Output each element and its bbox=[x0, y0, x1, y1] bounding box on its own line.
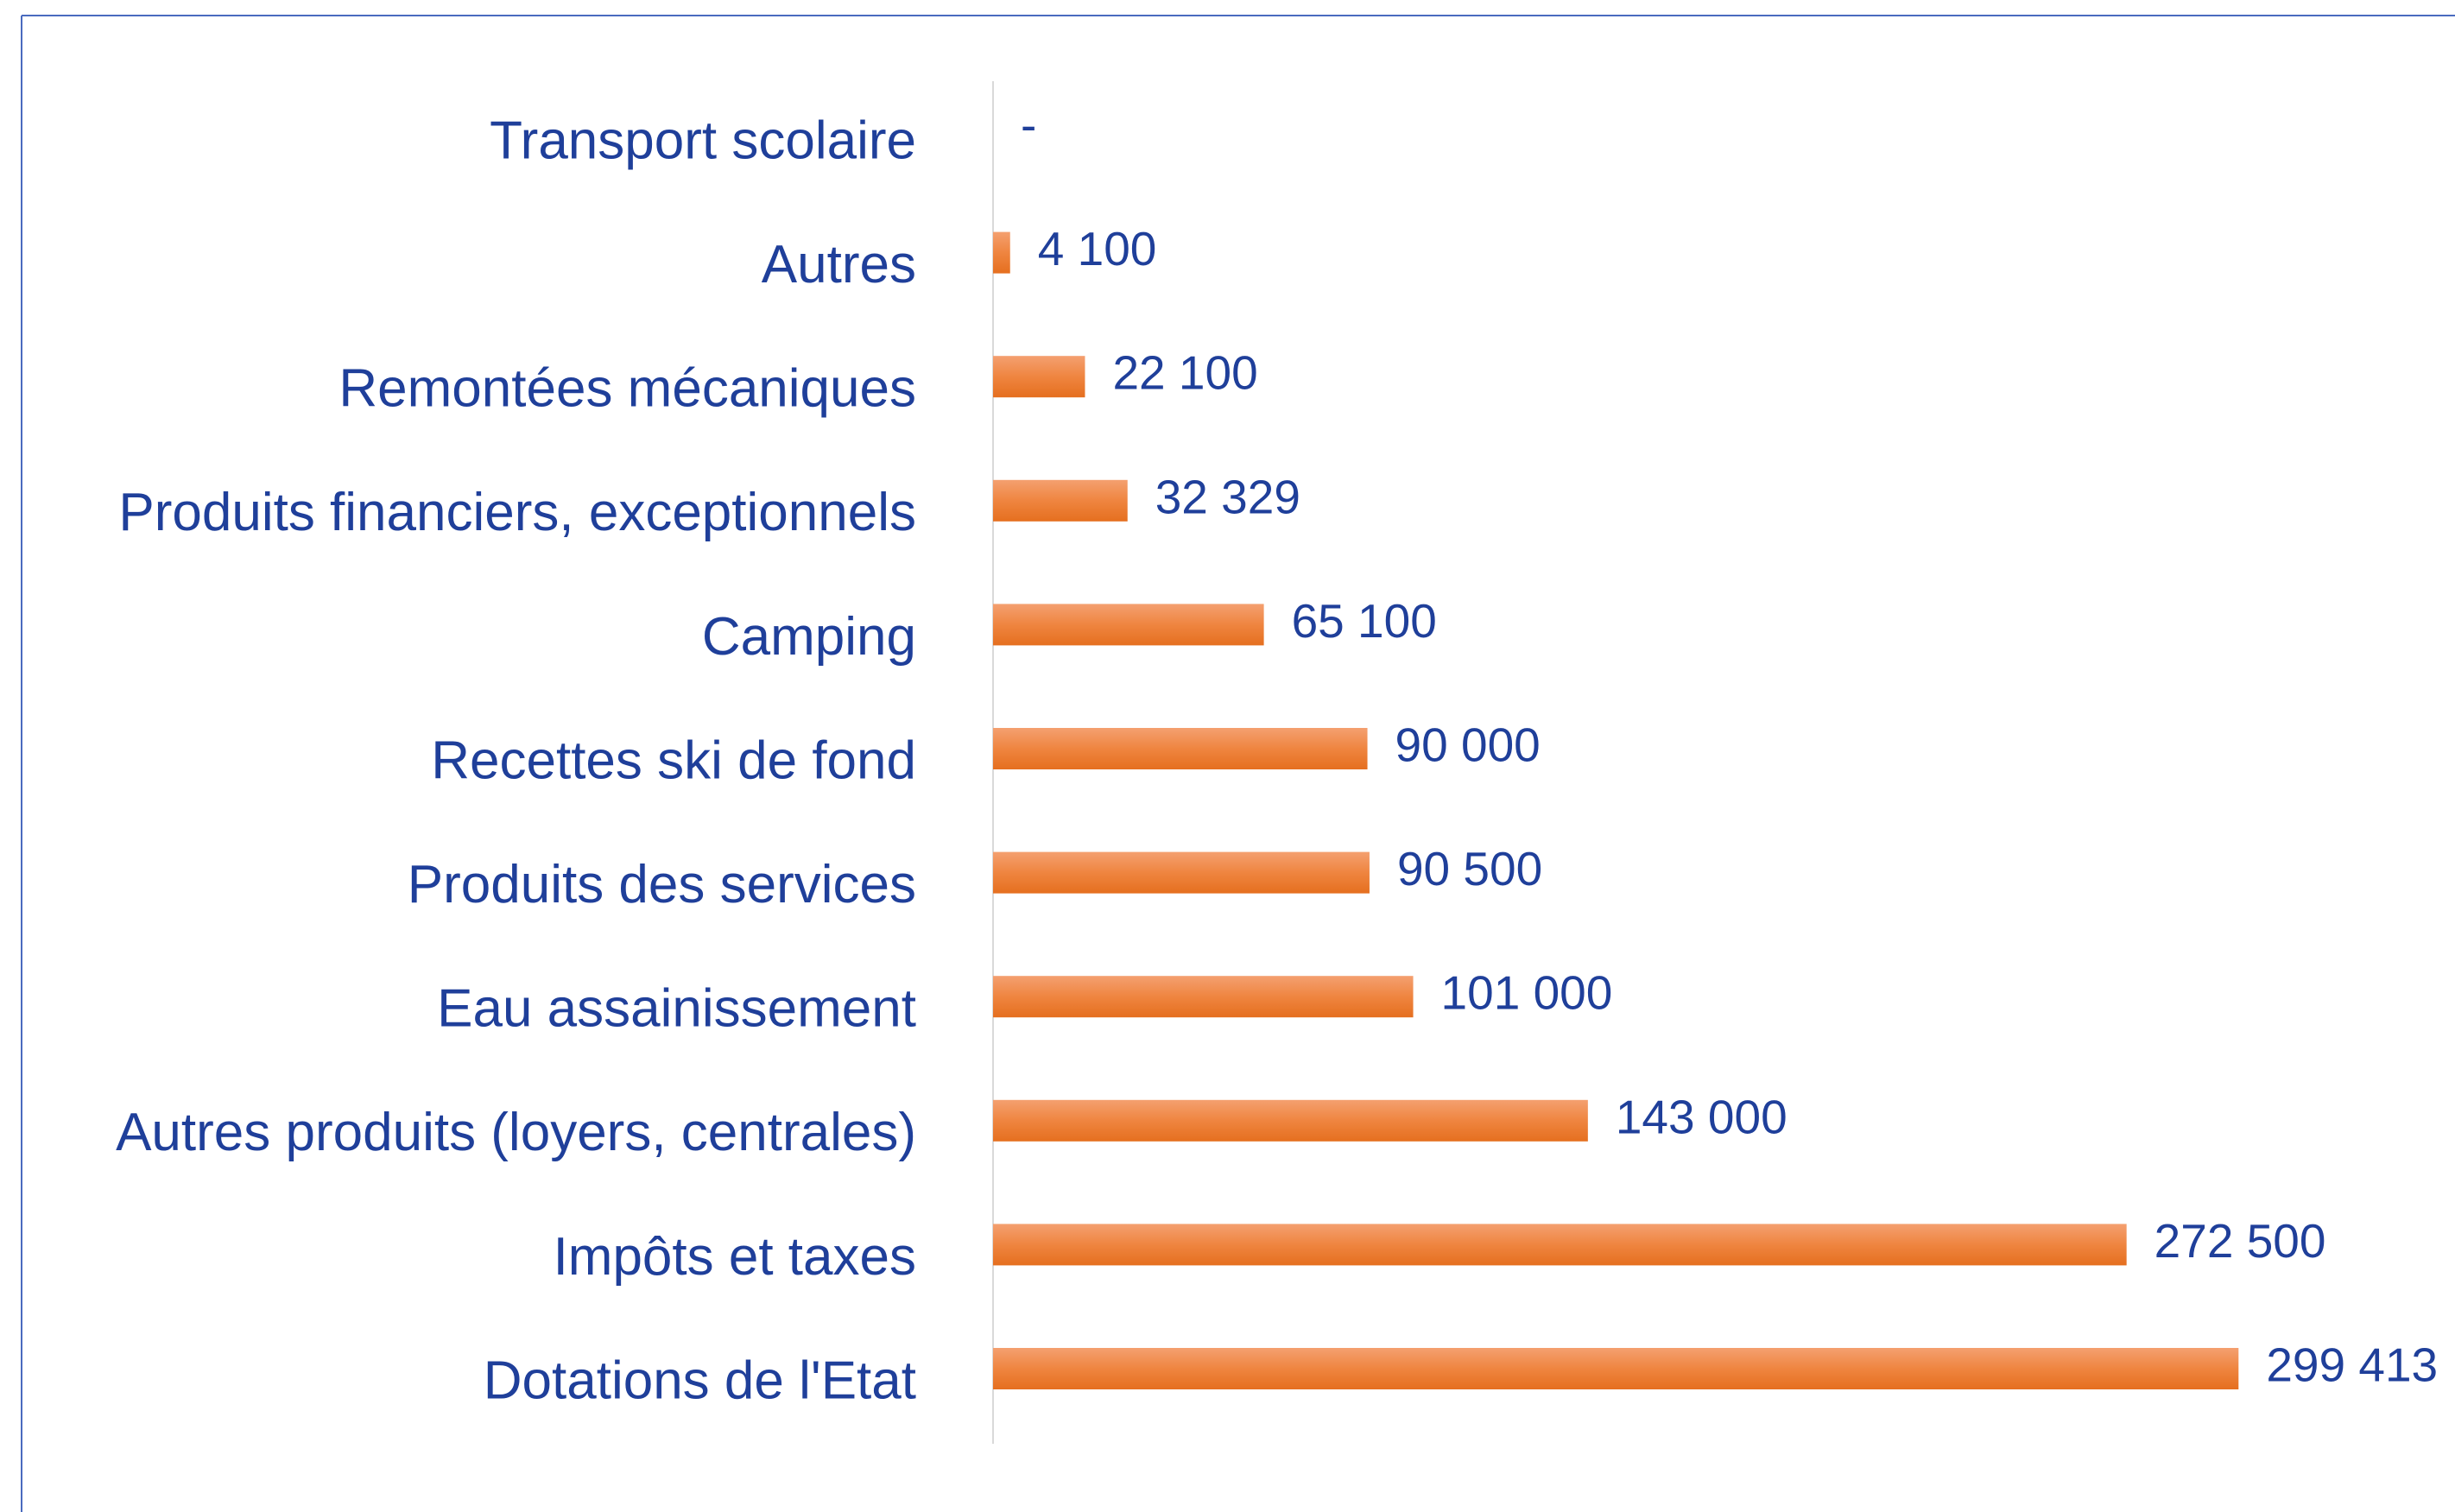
bar bbox=[993, 1348, 2239, 1389]
data-label: 299 413 bbox=[2266, 1338, 2438, 1392]
data-label: 65 100 bbox=[1292, 594, 1437, 648]
data-label: 32 329 bbox=[1155, 470, 1300, 523]
y-tick-label: Impôts et taxes bbox=[554, 1227, 916, 1287]
bar bbox=[993, 1099, 1588, 1142]
data-label: 22 100 bbox=[1112, 346, 1257, 400]
y-tick-label: Produits des services bbox=[408, 855, 916, 914]
y-tick-label: Recettes ski de fond bbox=[431, 731, 916, 790]
data-label: 90 500 bbox=[1397, 842, 1542, 895]
bar bbox=[993, 1224, 2127, 1266]
y-tick-label: Autres produits (loyers, centrales) bbox=[116, 1103, 916, 1162]
data-label: 4 100 bbox=[1038, 222, 1157, 275]
bar bbox=[993, 479, 1128, 522]
data-label: 101 000 bbox=[1441, 966, 1613, 1020]
y-tick-label: Produits financiers, exceptionnels bbox=[118, 483, 916, 542]
bar bbox=[993, 851, 1370, 894]
bar bbox=[993, 356, 1085, 398]
y-tick-label: Remontées mécaniques bbox=[339, 359, 916, 419]
y-tick-label: Transport scolaire bbox=[490, 111, 916, 170]
bar bbox=[993, 728, 1368, 769]
data-label: 272 500 bbox=[2154, 1214, 2326, 1268]
bar bbox=[993, 604, 1264, 646]
data-label: 143 000 bbox=[1616, 1090, 1787, 1143]
bar bbox=[993, 231, 1010, 274]
y-tick-label: Camping bbox=[702, 607, 916, 667]
y-tick-label: Dotations de l'Etat bbox=[484, 1351, 916, 1410]
bar bbox=[993, 976, 1414, 1018]
y-tick-label: Autres bbox=[762, 235, 916, 294]
data-label: - bbox=[1021, 98, 1036, 152]
data-label: 90 000 bbox=[1395, 718, 1541, 772]
y-tick-label: Eau assainissement bbox=[437, 979, 916, 1039]
